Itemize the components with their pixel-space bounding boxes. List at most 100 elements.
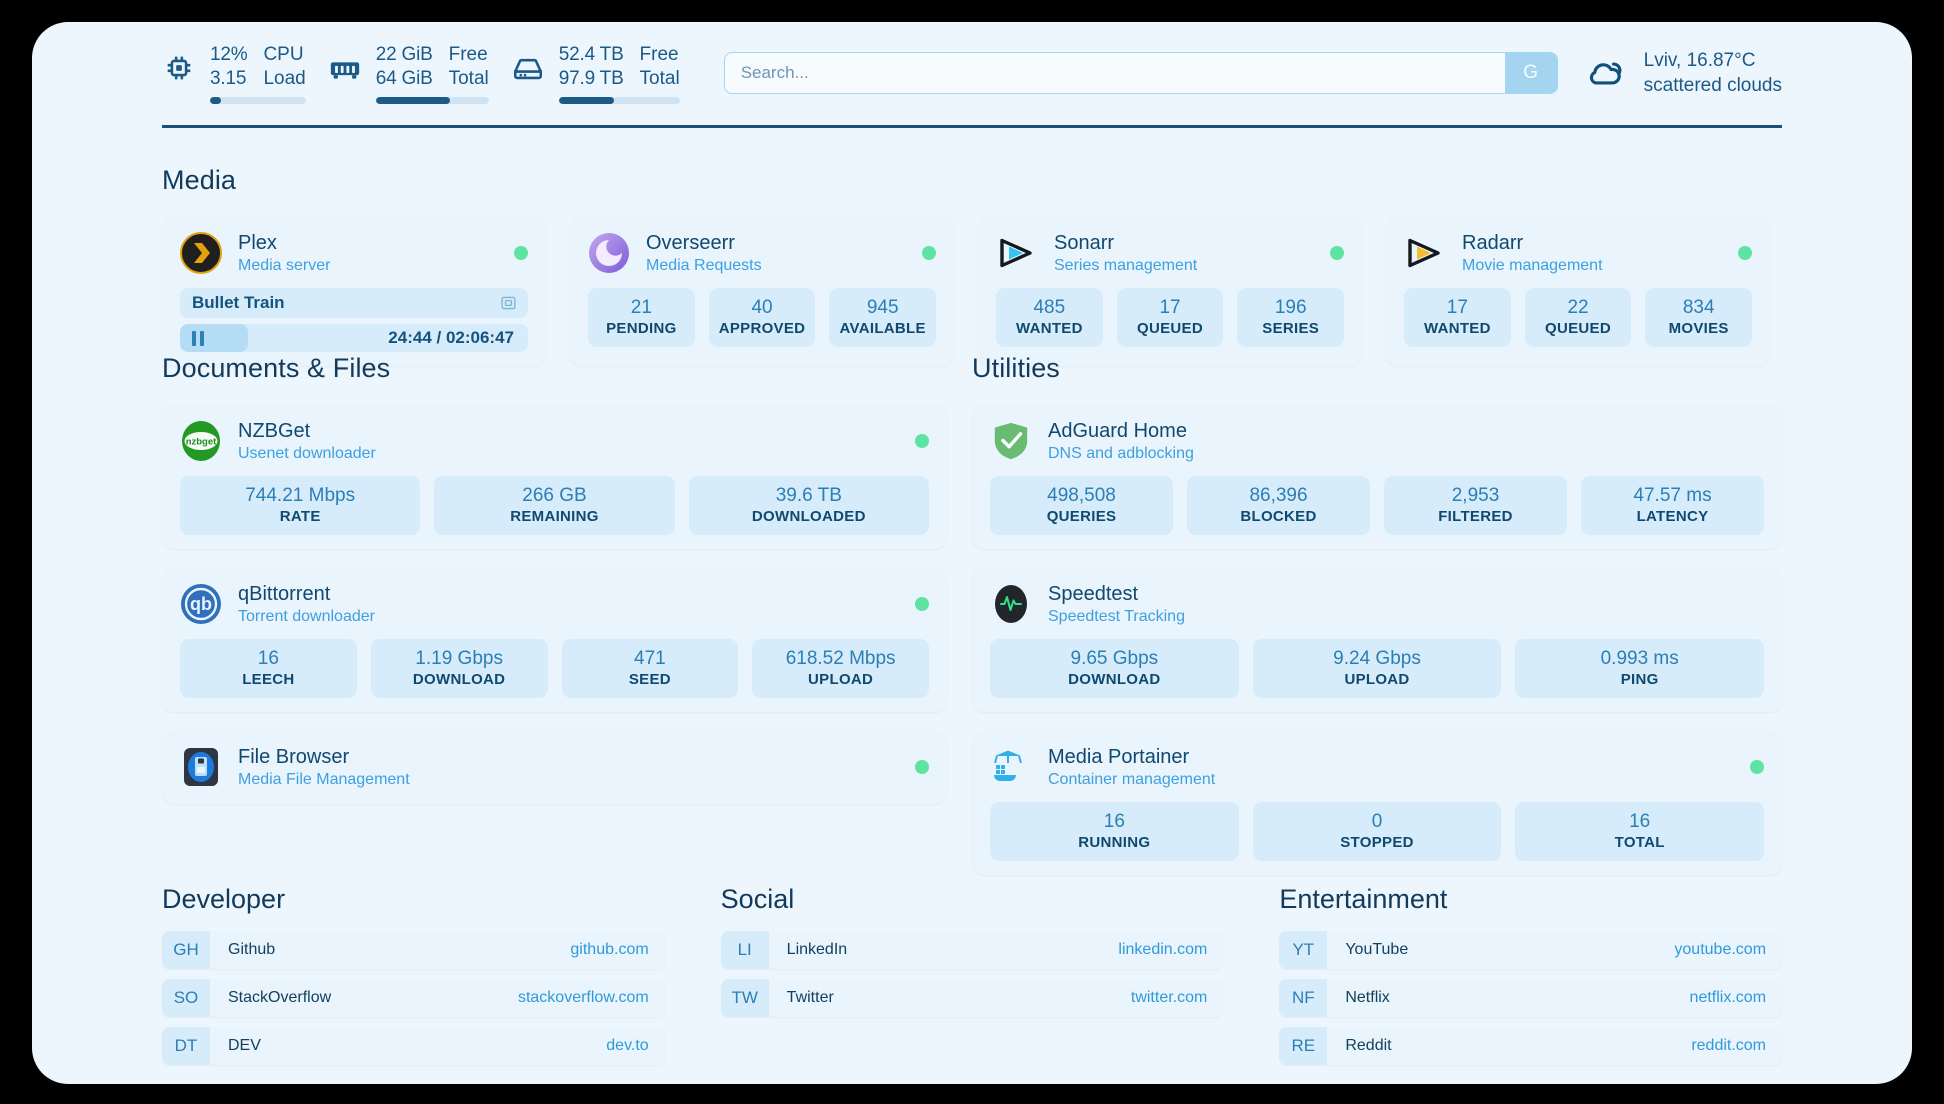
- stat-queued[interactable]: 17 QUEUED: [1116, 288, 1224, 347]
- plex-names: Plex Media server: [238, 231, 330, 276]
- bookmark-url[interactable]: reddit.com: [1691, 1037, 1767, 1054]
- stat-value: 16: [257, 648, 279, 669]
- bookmark-item-linkedin[interactable]: LI LinkedIn linkedin.com: [720, 931, 1224, 969]
- search-submit-button[interactable]: G: [1504, 53, 1557, 93]
- hard-drive-icon: [511, 51, 545, 85]
- stat-ping[interactable]: 0.993 ms PING: [1515, 639, 1765, 698]
- stat-value: 485: [1033, 297, 1066, 318]
- service-card-radarr[interactable]: Radarr Movie management 17 WANTED 22 QUE…: [1386, 216, 1770, 366]
- service-card-plex[interactable]: Plex Media server Bullet Train: [162, 216, 546, 366]
- search-input[interactable]: [724, 53, 1505, 93]
- stat-wanted[interactable]: 17 WANTED: [1404, 288, 1511, 347]
- service-card-adguard[interactable]: AdGuard Home DNS and adblocking 498,508 …: [972, 404, 1782, 549]
- service-card-portainer[interactable]: Media Portainer Container management 16 …: [972, 730, 1782, 875]
- status-badge-qbittorrent: [915, 597, 929, 611]
- bookmark-item-dev[interactable]: DT DEV dev.to: [162, 1027, 665, 1065]
- storage-widget[interactable]: 52.4 TB 97.9 TB Free Total: [511, 43, 702, 104]
- bookmark-url[interactable]: twitter.com: [1130, 989, 1208, 1006]
- bookmark-item-youtube[interactable]: YT YouTube youtube.com: [1279, 931, 1783, 969]
- cast-icon[interactable]: [500, 295, 517, 312]
- stat-series[interactable]: 196 SERIES: [1237, 288, 1345, 347]
- plex-now-playing-title-row[interactable]: Bullet Train: [180, 288, 528, 318]
- stat-upload[interactable]: 618.52 Mbps UPLOAD: [752, 639, 929, 698]
- service-card-sonarr[interactable]: Sonarr Series management 485 WANTED 17 Q…: [978, 216, 1362, 366]
- stat-downloaded[interactable]: 39.6 TB DOWNLOADED: [688, 476, 929, 535]
- bookmark-item-github[interactable]: GH Github github.com: [162, 931, 665, 969]
- stat-label: LATENCY: [1636, 508, 1709, 525]
- cpu-widget[interactable]: 12% 3.15 CPU Load: [162, 43, 328, 104]
- bookmark-url[interactable]: github.com: [570, 941, 649, 958]
- stat-total[interactable]: 16 TOTAL: [1515, 802, 1765, 861]
- bookmark-name: YouTube: [1345, 941, 1409, 958]
- stat-label: STOPPED: [1340, 834, 1414, 851]
- utilities-section: Utilities AdGuard Home DNS and adblockin…: [972, 353, 1782, 875]
- bookmark-item-netflix[interactable]: NF Netflix netflix.com: [1279, 979, 1783, 1017]
- stat-wanted[interactable]: 485 WANTED: [996, 288, 1103, 347]
- stat-value: 744.21 Mbps: [245, 485, 356, 506]
- bookmark-name: LinkedIn: [786, 941, 848, 958]
- radarr-names: Radarr Movie management: [1462, 231, 1603, 276]
- nzbget-subtitle: Usenet downloader: [238, 444, 376, 462]
- service-card-nzbget[interactable]: nzbget NZBGet Usenet downloader 744.21 M…: [162, 404, 947, 549]
- speedtest-subtitle: Speedtest Tracking: [1048, 607, 1185, 625]
- status-badge-radarr: [1738, 246, 1752, 260]
- pause-icon[interactable]: [192, 330, 205, 346]
- stat-stopped[interactable]: 0 STOPPED: [1252, 802, 1502, 861]
- stat-movies[interactable]: 834 MOVIES: [1645, 288, 1753, 347]
- qbittorrent-subtitle: Torrent downloader: [238, 607, 375, 625]
- bookmark-group-social: Social LI LinkedIn linkedin.com TW Twitt…: [720, 884, 1224, 1075]
- cpu-loadavg: 3.15: [210, 67, 247, 89]
- search-box[interactable]: G: [723, 52, 1558, 94]
- bookmark-url[interactable]: stackoverflow.com: [517, 989, 649, 1006]
- adguard-shield-icon: [990, 420, 1032, 462]
- plex-time-display: 24:44 / 02:06:47: [388, 328, 514, 347]
- memory-ram-icon: [328, 51, 362, 85]
- stat-upload[interactable]: 9.24 Gbps UPLOAD: [1252, 639, 1502, 698]
- stat-value: 22: [1567, 297, 1589, 318]
- nzbget-names: NZBGet Usenet downloader: [238, 419, 376, 464]
- bookmark-item-reddit[interactable]: RE Reddit reddit.com: [1279, 1027, 1783, 1065]
- stat-approved[interactable]: 40 APPROVED: [708, 288, 816, 347]
- stat-pending[interactable]: 21 PENDING: [588, 288, 695, 347]
- filebrowser-name: File Browser: [238, 745, 350, 768]
- service-card-overseerr[interactable]: Overseerr Media Requests 21 PENDING 40 A…: [570, 216, 954, 366]
- stat-remaining[interactable]: 266 GB REMAINING: [434, 476, 675, 535]
- stat-latency[interactable]: 47.57 ms LATENCY: [1581, 476, 1764, 535]
- bookmark-url[interactable]: linkedin.com: [1118, 941, 1208, 958]
- bookmark-url[interactable]: dev.to: [606, 1037, 649, 1054]
- stat-value: 1.19 Gbps: [415, 648, 503, 669]
- stat-label: LEECH: [242, 671, 295, 688]
- stat-filtered[interactable]: 2,953 FILTERED: [1384, 476, 1567, 535]
- service-card-qbittorrent[interactable]: qb qBittorrent Torrent downloader 16 LEE…: [162, 567, 947, 712]
- stat-queued[interactable]: 22 QUEUED: [1524, 288, 1632, 347]
- bookmark-item-stackoverflow[interactable]: SO StackOverflow stackoverflow.com: [162, 979, 665, 1017]
- portainer-stats: 16 RUNNING 0 STOPPED 16 TOTAL: [990, 802, 1765, 861]
- status-badge-portainer: [1750, 760, 1764, 774]
- service-card-speedtest[interactable]: Speedtest Speedtest Tracking 9.65 Gbps D…: [972, 567, 1782, 712]
- stat-value: 834: [1682, 297, 1715, 318]
- stat-download[interactable]: 9.65 Gbps DOWNLOAD: [990, 639, 1239, 698]
- bookmark-item-twitter[interactable]: TW Twitter twitter.com: [720, 979, 1224, 1017]
- plex-header: Plex Media server: [180, 230, 528, 276]
- stat-running[interactable]: 16 RUNNING: [990, 802, 1239, 861]
- stat-rate[interactable]: 744.21 Mbps RATE: [180, 476, 421, 535]
- stat-download[interactable]: 1.19 Gbps DOWNLOAD: [370, 639, 548, 698]
- stat-leech[interactable]: 16 LEECH: [180, 639, 357, 698]
- bookmark-group-title: Social: [720, 884, 795, 914]
- sonarr-header: Sonarr Series management: [996, 230, 1344, 276]
- stat-seed[interactable]: 471 SEED: [561, 639, 739, 698]
- bookmark-url[interactable]: netflix.com: [1689, 989, 1767, 1006]
- stat-value: 266 GB: [522, 485, 587, 506]
- stat-blocked[interactable]: 86,396 BLOCKED: [1187, 476, 1370, 535]
- stat-label: DOWNLOAD: [412, 671, 506, 688]
- plex-progress-bar[interactable]: 24:44 / 02:06:47: [180, 324, 528, 352]
- media-section: Media Plex Media server: [162, 165, 1782, 366]
- stat-queries[interactable]: 498,508 QUERIES: [990, 476, 1173, 535]
- bookmark-url[interactable]: youtube.com: [1674, 941, 1767, 958]
- memory-widget[interactable]: 22 GiB 64 GiB Free Total: [328, 43, 511, 104]
- weather-widget[interactable]: Lviv, 16.87°C scattered clouds: [1584, 48, 1782, 98]
- service-card-filebrowser[interactable]: File Browser Media File Management: [162, 730, 947, 804]
- stat-available[interactable]: 945 AVAILABLE: [829, 288, 937, 347]
- filebrowser-subtitle: Media File Management: [238, 770, 410, 788]
- nzbget-name: NZBGet: [238, 419, 311, 442]
